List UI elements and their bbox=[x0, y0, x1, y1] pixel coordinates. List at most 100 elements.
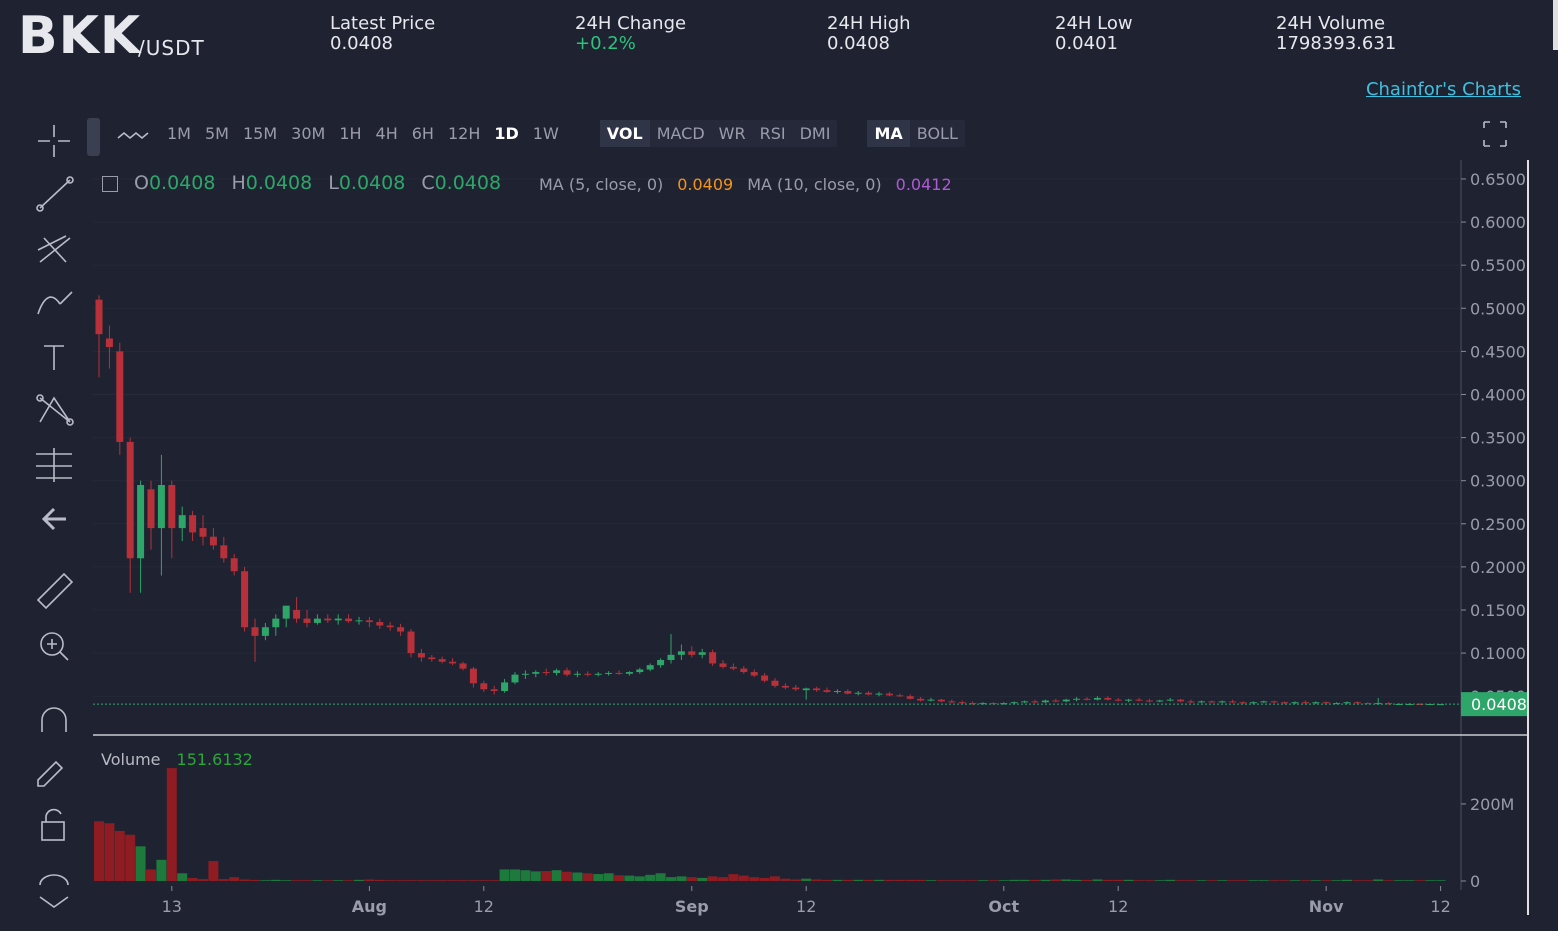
volume-bar bbox=[728, 874, 739, 881]
volume-bar bbox=[1248, 880, 1259, 881]
candle-body bbox=[209, 536, 217, 546]
volume-bar bbox=[832, 879, 843, 881]
stat-value: 0.0401 bbox=[1055, 33, 1118, 54]
interval[interactable]: 4H bbox=[375, 124, 398, 143]
stat-value: +0.2% bbox=[575, 33, 636, 54]
candle-body bbox=[1062, 699, 1070, 702]
candle-body bbox=[781, 685, 789, 688]
indicator[interactable]: MACD bbox=[656, 124, 705, 143]
candle-body bbox=[657, 660, 665, 666]
indicator[interactable]: RSI bbox=[759, 124, 786, 143]
interval[interactable]: 1M bbox=[167, 124, 191, 143]
interval[interactable]: 1W bbox=[532, 124, 559, 143]
y-tick-label: 0.4500 bbox=[1470, 342, 1526, 361]
candle-body bbox=[750, 672, 758, 676]
interval[interactable]: 1H bbox=[339, 124, 362, 143]
candle-body bbox=[397, 627, 405, 632]
interval[interactable]: 30M bbox=[291, 124, 326, 143]
x-tick-label: 12 bbox=[1430, 897, 1450, 916]
candle-body bbox=[261, 627, 269, 636]
y-tick-label: 0.5000 bbox=[1470, 299, 1526, 318]
volume-bar bbox=[1269, 880, 1280, 881]
scrollbar bbox=[1553, 0, 1558, 50]
candle-body bbox=[355, 620, 363, 622]
volume-bar bbox=[790, 879, 801, 881]
volume-bar bbox=[1113, 879, 1124, 881]
candle-body bbox=[1260, 701, 1268, 703]
ohlc-value: 0.0408 bbox=[338, 172, 406, 194]
volume-bar bbox=[915, 879, 926, 881]
stat-label: 24H High bbox=[827, 13, 911, 34]
candle-body bbox=[251, 627, 259, 636]
overlay[interactable]: MA bbox=[867, 120, 910, 147]
overlay[interactable]: BOLL bbox=[916, 124, 958, 143]
volume-bar bbox=[458, 880, 468, 881]
volume-bar bbox=[1342, 879, 1352, 881]
volume-bar bbox=[998, 880, 1009, 881]
volume-bar bbox=[842, 879, 853, 881]
ohlc-key: O bbox=[134, 172, 149, 194]
volume-bar bbox=[967, 880, 978, 881]
candle-body bbox=[147, 489, 155, 529]
candle-body bbox=[969, 703, 977, 705]
volume-bar bbox=[437, 880, 448, 881]
toolbar: 1M 5M 15M 30M 1H 4H 6H 12H 1D 1W VOL MACD WR RSI DMI … bbox=[160, 120, 965, 147]
volume-bar bbox=[1082, 879, 1092, 881]
candle-body bbox=[313, 618, 321, 623]
candle-body bbox=[1249, 702, 1257, 704]
y-tick-label: 0.6500 bbox=[1470, 170, 1526, 189]
volume-bar bbox=[624, 875, 635, 881]
candle-body bbox=[324, 618, 332, 621]
volume-bar bbox=[603, 873, 614, 881]
volume-bar bbox=[926, 880, 936, 881]
volume-bar bbox=[177, 873, 188, 881]
volume-bar bbox=[364, 879, 375, 881]
volume-bar bbox=[146, 869, 156, 881]
candle-body bbox=[1353, 702, 1361, 704]
candle-body bbox=[438, 659, 446, 662]
candle-body bbox=[1312, 702, 1320, 704]
volume-bar bbox=[1414, 880, 1425, 881]
y-tick-label: 0.3500 bbox=[1470, 429, 1526, 448]
candle-body bbox=[771, 680, 779, 686]
y-tick-label: 0.4000 bbox=[1470, 385, 1526, 404]
candle-body bbox=[1021, 701, 1029, 703]
volume-bar bbox=[156, 859, 167, 881]
y-tick-label: 0.3000 bbox=[1470, 472, 1526, 491]
volume-bar bbox=[1144, 880, 1155, 881]
indicator[interactable]: DMI bbox=[799, 124, 831, 143]
volume-bar bbox=[1019, 879, 1030, 881]
ohlc-value: 0.0408 bbox=[434, 172, 502, 194]
volume-bar bbox=[1123, 879, 1134, 881]
candle-body bbox=[802, 688, 810, 691]
indicator[interactable]: WR bbox=[718, 124, 746, 143]
candle-body bbox=[428, 657, 436, 660]
volume-bar bbox=[666, 877, 676, 881]
candle-body bbox=[865, 692, 873, 695]
volume-bar bbox=[1102, 879, 1113, 881]
indicator[interactable]: VOL bbox=[599, 120, 650, 147]
candle-body bbox=[813, 688, 821, 691]
interval[interactable]: 5M bbox=[204, 124, 229, 143]
chart-style-icon[interactable] bbox=[117, 131, 149, 140]
volume-bar bbox=[395, 880, 406, 881]
interval[interactable]: 6H bbox=[411, 124, 434, 143]
link[interactable]: Chainfor's Charts bbox=[1365, 79, 1521, 100]
fullscreen-icon[interactable] bbox=[1483, 121, 1507, 147]
volume-bar bbox=[780, 878, 791, 881]
collapse-button[interactable] bbox=[87, 118, 100, 156]
candle-body bbox=[1333, 703, 1341, 705]
volume-bar bbox=[957, 880, 968, 881]
volume-bar bbox=[1404, 880, 1415, 881]
volume-bar bbox=[1061, 879, 1072, 881]
interval[interactable]: 15M bbox=[242, 124, 278, 143]
candle-body bbox=[989, 703, 997, 705]
interval[interactable]: 1D bbox=[494, 124, 519, 143]
candle-body bbox=[1229, 701, 1237, 703]
y-tick-label: 0.2000 bbox=[1470, 558, 1526, 577]
candle-body bbox=[688, 651, 696, 655]
volume-bar bbox=[749, 877, 760, 881]
candle-body bbox=[178, 515, 186, 529]
volume-bar bbox=[884, 879, 895, 881]
interval[interactable]: 12H bbox=[447, 124, 481, 143]
